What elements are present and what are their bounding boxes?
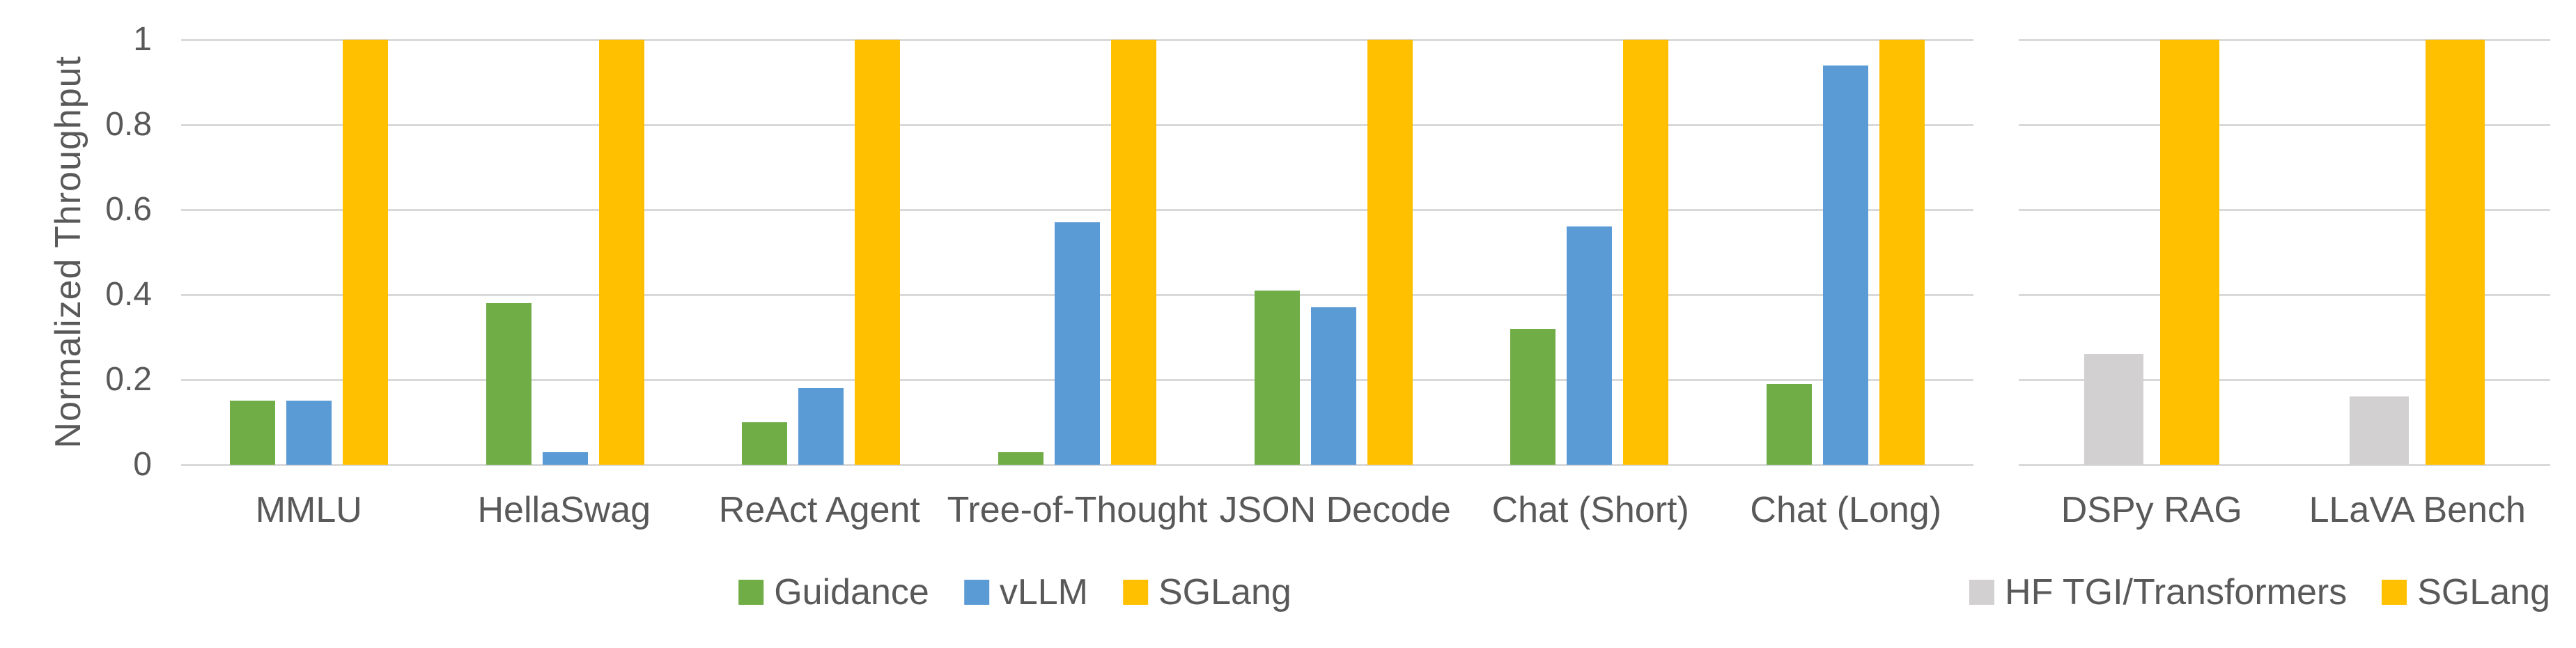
right-category-labels: DSPy RAG LLaVA Bench bbox=[2019, 488, 2550, 532]
legend-item-vllm: vLLM bbox=[963, 571, 1088, 613]
bar-sglang-mmlu bbox=[343, 40, 389, 465]
category-label-chat-short: Chat (Short) bbox=[1491, 490, 1689, 530]
y-tick-1: 1 bbox=[133, 21, 152, 58]
legend-item-guidance: Guidance bbox=[738, 571, 929, 613]
legend-swatch-guidance bbox=[738, 580, 764, 605]
bar-group-tree-of-thought bbox=[949, 40, 1206, 465]
category-label-json-decode: JSON Decode bbox=[1219, 490, 1451, 530]
bar-guidance-react-agent bbox=[742, 422, 788, 465]
legend-item-hf-tgi-transformers: HF TGI/Transformers bbox=[1969, 571, 2347, 613]
legend-swatch-sglang bbox=[1122, 580, 1148, 605]
gridline-0 bbox=[181, 464, 1973, 466]
bar-sglang-chat-long bbox=[1879, 40, 1925, 465]
gridline-0.6 bbox=[2019, 209, 2550, 211]
y-tick-0.8: 0.8 bbox=[105, 106, 152, 143]
bar-vllm-json-decode bbox=[1310, 307, 1356, 465]
bar-sglang-hellaswag bbox=[598, 40, 644, 465]
y-tick-0.2: 0.2 bbox=[105, 361, 152, 398]
bar-group-react-agent bbox=[693, 40, 949, 465]
legend-label-sglang: SGLang bbox=[2417, 572, 2550, 612]
bar-sglang-tree-of-thought bbox=[1111, 40, 1157, 465]
bar-guidance-chat-short bbox=[1510, 329, 1556, 465]
bar-vllm-tree-of-thought bbox=[1055, 222, 1101, 465]
bar-sglang-llava-bench bbox=[2426, 40, 2485, 465]
bar-group-mmlu bbox=[181, 40, 437, 465]
bar-guidance-mmlu bbox=[230, 401, 276, 465]
gridline-0.8 bbox=[2019, 124, 2550, 126]
left-legend: Guidance vLLM SGLang bbox=[738, 571, 1291, 613]
bar-guidance-json-decode bbox=[1254, 291, 1300, 465]
gridline-0.4 bbox=[2019, 294, 2550, 296]
bar-group-hellaswag bbox=[437, 40, 694, 465]
legend-swatch-sglang bbox=[2382, 580, 2407, 605]
gridline-0.6 bbox=[181, 209, 1973, 211]
bar-vllm-hellaswag bbox=[542, 452, 588, 465]
bar-guidance-tree-of-thought bbox=[998, 452, 1044, 465]
gridline-0.8 bbox=[181, 124, 1973, 126]
legend-label-sglang: SGLang bbox=[1158, 572, 1291, 612]
category-label-tree-of-thought: Tree-of-Thought bbox=[947, 490, 1208, 530]
left-plot-area bbox=[181, 39, 1973, 466]
bar-vllm-chat-long bbox=[1822, 65, 1868, 465]
legend-swatch-hf-tgi-transformers bbox=[1969, 580, 1995, 605]
y-axis-tick-labels: 1 0.8 0.6 0.4 0.2 0 bbox=[0, 0, 152, 648]
category-label-llava-bench: LLaVA Bench bbox=[2309, 490, 2526, 530]
legend-label-guidance: Guidance bbox=[774, 572, 929, 612]
legend-swatch-vllm bbox=[963, 580, 989, 605]
bar-sglang-chat-short bbox=[1623, 40, 1669, 465]
bar-guidance-hellaswag bbox=[486, 303, 532, 465]
y-tick-0.4: 0.4 bbox=[105, 276, 152, 313]
left-category-labels: MMLU HellaSwag ReAct Agent Tree-of-Thought J… bbox=[181, 488, 1973, 532]
bar-group-llava-bench bbox=[2285, 40, 2551, 465]
bar-hf-tgi-transformers-llava-bench bbox=[2350, 396, 2410, 465]
gridline-0.2 bbox=[2019, 379, 2550, 381]
legend-label-hf-tgi-transformers: HF TGI/Transformers bbox=[2005, 572, 2348, 612]
gridline-0 bbox=[2019, 464, 2550, 466]
left-benchmarks-bar-groups bbox=[181, 40, 1973, 465]
right-legend: HF TGI/Transformers SGLang bbox=[1969, 571, 2550, 613]
bar-vllm-react-agent bbox=[798, 388, 844, 465]
bar-vllm-mmlu bbox=[286, 401, 332, 465]
right-benchmarks-bar-groups bbox=[2019, 40, 2550, 465]
y-tick-0.6: 0.6 bbox=[105, 191, 152, 228]
bar-sglang-json-decode bbox=[1367, 40, 1413, 465]
y-tick-0: 0 bbox=[133, 446, 152, 483]
bar-vllm-chat-short bbox=[1567, 226, 1613, 465]
bar-group-chat-long bbox=[1717, 40, 1973, 465]
gridline-1 bbox=[2019, 39, 2550, 41]
right-plot-area bbox=[2019, 39, 2550, 466]
category-label-hellaswag: HellaSwag bbox=[477, 490, 651, 530]
category-label-mmlu: MMLU bbox=[255, 490, 362, 530]
legend-label-vllm: vLLM bbox=[999, 572, 1088, 612]
category-label-react-agent: ReAct Agent bbox=[718, 490, 920, 530]
legend-item-sglang: SGLang bbox=[1122, 571, 1291, 613]
bar-group-chat-short bbox=[1461, 40, 1718, 465]
category-label-chat-long: Chat (Long) bbox=[1750, 490, 1942, 530]
bar-group-json-decode bbox=[1205, 40, 1461, 465]
legend-item-sglang: SGLang bbox=[2382, 571, 2550, 613]
bar-hf-tgi-transformers-dspy-rag bbox=[2084, 354, 2143, 465]
bar-guidance-chat-long bbox=[1766, 384, 1812, 465]
bar-sglang-dspy-rag bbox=[2159, 40, 2219, 465]
bar-sglang-react-agent bbox=[855, 40, 901, 465]
gridline-1 bbox=[181, 39, 1973, 41]
bar-group-dspy-rag bbox=[2019, 40, 2285, 465]
category-label-dspy-rag: DSPy RAG bbox=[2061, 490, 2242, 530]
